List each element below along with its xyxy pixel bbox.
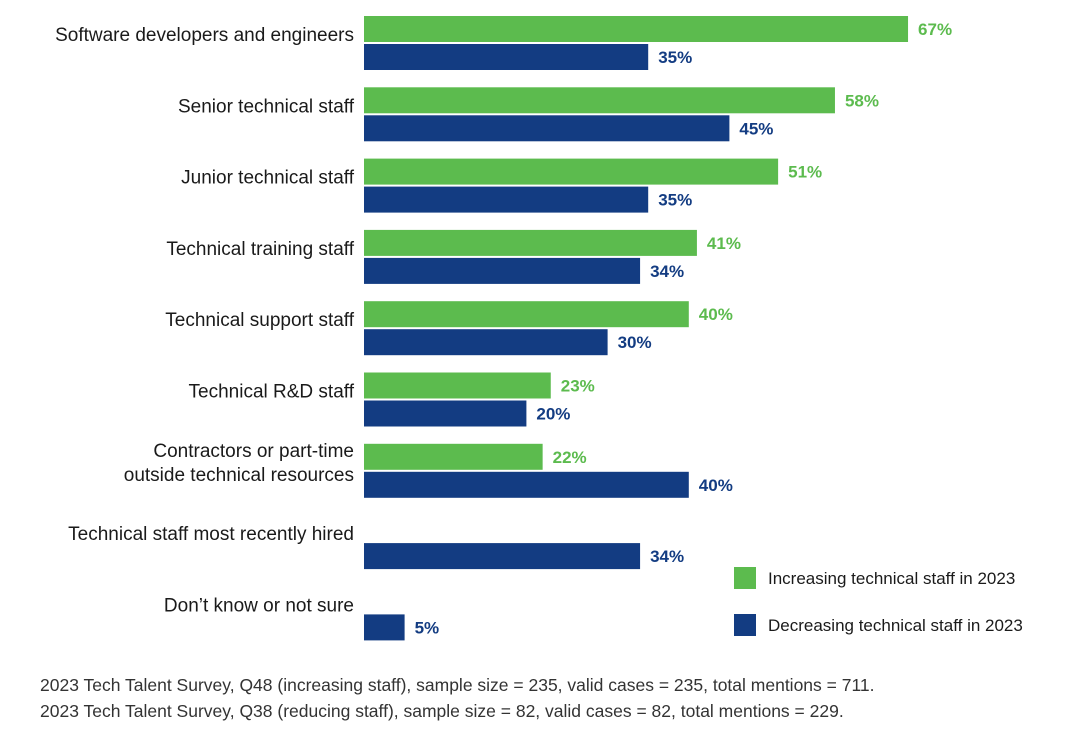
category-label: Technical training staff	[166, 239, 354, 260]
bar-group: Software developers and engineers 67% 35%	[55, 16, 952, 70]
category-label-line: Technical staff most recently hired	[68, 524, 354, 545]
bar-increasing	[364, 301, 689, 328]
bar-decreasing	[364, 329, 608, 356]
legend-label-increasing: Increasing technical staff in 2023	[768, 569, 1015, 588]
bar-group: Technical R&D staff 23% 20%	[189, 372, 595, 427]
bar-group: Technical staff most recently hired 34%	[68, 524, 684, 570]
value-label-decreasing: 5%	[415, 618, 440, 637]
bar-decreasing	[364, 257, 641, 284]
bar-increasing	[364, 229, 697, 256]
category-label: Senior technical staff	[178, 96, 355, 117]
bar-decreasing	[364, 471, 689, 498]
value-label-increasing: 67%	[918, 20, 952, 39]
category-label-line: Technical training staff	[166, 239, 354, 260]
category-label-line: Software developers and engineers	[55, 25, 354, 46]
category-label-line: Technical support staff	[165, 310, 354, 331]
value-label-increasing: 58%	[845, 91, 879, 110]
legend-label-decreasing: Decreasing technical staff in 2023	[768, 616, 1023, 635]
bar-group: Contractors or part-time outside technica…	[124, 441, 733, 498]
category-label: Junior technical staff	[181, 168, 355, 189]
bar-increasing	[364, 443, 543, 470]
bar-decreasing	[364, 115, 730, 142]
bar-decreasing	[364, 44, 649, 70]
value-label-decreasing: 35%	[658, 48, 692, 67]
category-label: Technical staff most recently hired	[68, 524, 354, 545]
bar-decreasing	[364, 400, 527, 427]
footnote-increasing: 2023 Tech Talent Survey, Q48 (increasing…	[40, 675, 875, 695]
bar-decreasing	[364, 186, 649, 213]
bar-decreasing	[364, 543, 641, 570]
category-label: Technical R&D staff	[189, 382, 355, 403]
value-label-decreasing: 30%	[618, 333, 652, 352]
legend-swatch-decreasing	[734, 614, 756, 636]
value-label-increasing: 22%	[553, 448, 587, 467]
value-label-decreasing: 45%	[739, 119, 773, 138]
category-label-line: Junior technical staff	[181, 168, 355, 189]
category-label-line: Senior technical staff	[178, 96, 355, 117]
value-label-increasing: 23%	[561, 377, 595, 396]
category-label-line: Technical R&D staff	[189, 382, 355, 403]
footnote-decreasing: 2023 Tech Talent Survey, Q38 (reducing s…	[40, 701, 844, 721]
category-label-line: Contractors or part-time	[153, 441, 354, 462]
value-label-increasing: 40%	[699, 305, 733, 324]
value-label-increasing: 51%	[788, 163, 822, 182]
category-label: Software developers and engineers	[55, 25, 354, 46]
bar-increasing	[364, 87, 835, 114]
legend-swatch-increasing	[734, 567, 756, 589]
bar-chart: Software developers and engineers 67%35%S…	[55, 16, 1023, 641]
bar-group: Technical training staff 41% 34%	[166, 229, 741, 284]
value-label-decreasing: 20%	[536, 405, 570, 424]
bar-increasing	[364, 372, 551, 399]
value-label-decreasing: 40%	[699, 476, 733, 495]
value-label-increasing: 41%	[707, 234, 741, 253]
value-label-decreasing: 35%	[658, 191, 692, 210]
bar-group: Don’t know or not sure 5%	[164, 595, 440, 641]
category-label: Technical support staff	[165, 310, 354, 331]
category-label-line: outside technical resources	[124, 465, 354, 486]
category-label-line: Don’t know or not sure	[164, 595, 354, 616]
bar-increasing	[364, 16, 909, 42]
bar-group: Junior technical staff 51% 35%	[181, 158, 822, 213]
legend: Increasing technical staff in 2023 Decrea…	[734, 567, 1023, 636]
value-label-decreasing: 34%	[650, 262, 684, 281]
bar-group: Senior technical staff 58% 45%	[178, 87, 879, 142]
bar-group: Technical support staff 40% 30%	[165, 301, 733, 356]
category-label: Contractors or part-time outside technica…	[124, 441, 354, 486]
bar-decreasing	[364, 614, 405, 641]
category-label: Don’t know or not sure	[164, 595, 354, 616]
bar-increasing	[364, 158, 779, 185]
value-label-decreasing: 34%	[650, 547, 684, 566]
